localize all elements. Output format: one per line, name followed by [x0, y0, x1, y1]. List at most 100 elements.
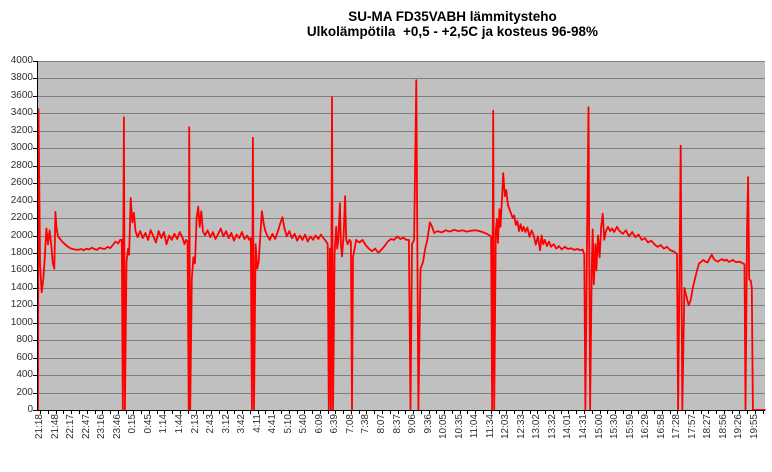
y-axis-label: 1400 — [10, 281, 33, 293]
x-axis-tick — [227, 411, 228, 414]
x-axis-tick — [48, 411, 49, 414]
y-axis-label: 1000 — [10, 316, 33, 328]
x-axis-tick — [429, 411, 430, 414]
x-axis-label: 19:55 — [748, 414, 760, 440]
x-axis-tick — [265, 411, 266, 414]
x-axis-tick — [685, 411, 686, 414]
data-line-lämmitysteho — [37, 79, 766, 411]
x-axis-tick — [662, 411, 663, 414]
x-axis-tick — [281, 411, 282, 414]
x-axis-tick — [654, 411, 655, 414]
x-axis-label: 16:29 — [640, 414, 652, 440]
x-axis-label: 15:00 — [593, 414, 605, 440]
x-axis-tick — [584, 411, 585, 414]
x-axis-tick — [203, 411, 204, 414]
x-axis-tick — [211, 411, 212, 414]
x-axis-tick — [366, 411, 367, 414]
x-axis-label: 11:34 — [484, 414, 496, 439]
x-axis-label: 1:44 — [173, 414, 185, 434]
y-axis-line — [37, 61, 38, 411]
x-axis-tick — [444, 411, 445, 414]
x-axis-tick — [87, 411, 88, 414]
x-axis-tick — [530, 411, 531, 414]
x-axis-label: 4:41 — [267, 414, 279, 434]
x-axis-label: 14:01 — [562, 414, 574, 440]
x-axis-tick — [537, 411, 538, 414]
y-axis-tick — [33, 183, 37, 184]
y-axis-tick — [33, 113, 37, 114]
x-axis-tick — [522, 411, 523, 414]
x-axis-label: 8:37 — [391, 414, 403, 434]
x-axis-tick — [196, 411, 197, 414]
x-axis-tick — [133, 411, 134, 414]
x-axis-tick — [289, 411, 290, 414]
x-axis-tick — [514, 411, 515, 414]
x-axis-tick — [180, 411, 181, 414]
x-axis-tick — [351, 411, 352, 414]
y-axis-tick — [33, 131, 37, 132]
x-axis-tick — [382, 411, 383, 414]
x-axis-label: 6:39 — [329, 414, 341, 434]
x-axis-label: 8:07 — [376, 414, 387, 434]
y-axis-tick — [33, 61, 37, 62]
x-axis-label: 3:12 — [220, 414, 232, 434]
x-axis-label: 4:11 — [251, 414, 263, 433]
plot-area — [37, 61, 766, 411]
x-axis-label: 0:45 — [142, 414, 154, 434]
plot-svg — [37, 61, 766, 411]
x-axis-tick — [320, 411, 321, 414]
x-axis-tick — [716, 411, 717, 414]
x-axis-tick — [390, 411, 391, 414]
x-axis-tick — [118, 411, 119, 414]
x-axis-tick — [561, 411, 562, 414]
y-axis-label: 1600 — [10, 264, 33, 276]
chart-subtitle: Ulkolämpötila +0,5 - +2,5C ja kosteus 96… — [306, 24, 599, 39]
y-axis-label: 3000 — [10, 142, 33, 154]
x-axis-tick — [615, 411, 616, 414]
x-axis-tick — [724, 411, 725, 414]
y-axis-label: 4000 — [10, 55, 33, 66]
x-axis-label: 17:57 — [686, 414, 698, 440]
x-axis-line — [37, 410, 765, 411]
x-axis-tick — [359, 411, 360, 414]
y-axis-tick — [33, 78, 37, 79]
y-axis-label: 2600 — [10, 177, 33, 189]
y-axis-label: 2000 — [10, 229, 33, 241]
x-axis-label: 23:46 — [111, 414, 123, 440]
x-axis-tick — [452, 411, 453, 414]
x-axis-tick — [592, 411, 593, 414]
x-axis-tick — [460, 411, 461, 414]
y-axis-tick — [33, 270, 37, 271]
x-axis-tick — [600, 411, 601, 414]
y-axis-tick — [33, 218, 37, 219]
y-axis-label: 3400 — [10, 107, 33, 119]
x-axis-label: 10:05 — [438, 414, 450, 440]
y-axis-label: 1200 — [10, 299, 33, 311]
y-axis-label: 600 — [16, 351, 33, 363]
x-axis-tick — [242, 411, 243, 414]
y-axis-label: 400 — [16, 369, 33, 381]
x-axis-tick — [141, 411, 142, 414]
x-axis-label: 13:32 — [546, 414, 558, 440]
x-axis-label: 12:03 — [500, 414, 512, 440]
x-axis-tick — [304, 411, 305, 414]
y-axis-tick — [33, 201, 37, 202]
x-axis-tick — [475, 411, 476, 414]
chart-title-block: SU-MA FD35VABH lämmitysteho Ulkolämpötil… — [120, 9, 772, 39]
x-axis-label: 12:33 — [515, 414, 527, 440]
x-axis-tick — [110, 411, 111, 414]
y-axis-tick — [33, 166, 37, 167]
x-axis-tick — [739, 411, 740, 414]
x-axis-label: 6:09 — [313, 414, 325, 434]
x-axis-tick — [40, 411, 41, 414]
x-axis-label: 16:58 — [655, 414, 667, 440]
y-axis-label: 800 — [16, 334, 33, 346]
x-axis-tick — [732, 411, 733, 414]
x-axis-label: 11:04 — [469, 414, 481, 439]
x-axis-label: 21:18 — [34, 414, 46, 440]
y-axis-label: 3200 — [10, 124, 33, 136]
y-axis-tick — [33, 358, 37, 359]
x-axis-tick — [467, 411, 468, 414]
y-axis-tick — [33, 410, 37, 411]
